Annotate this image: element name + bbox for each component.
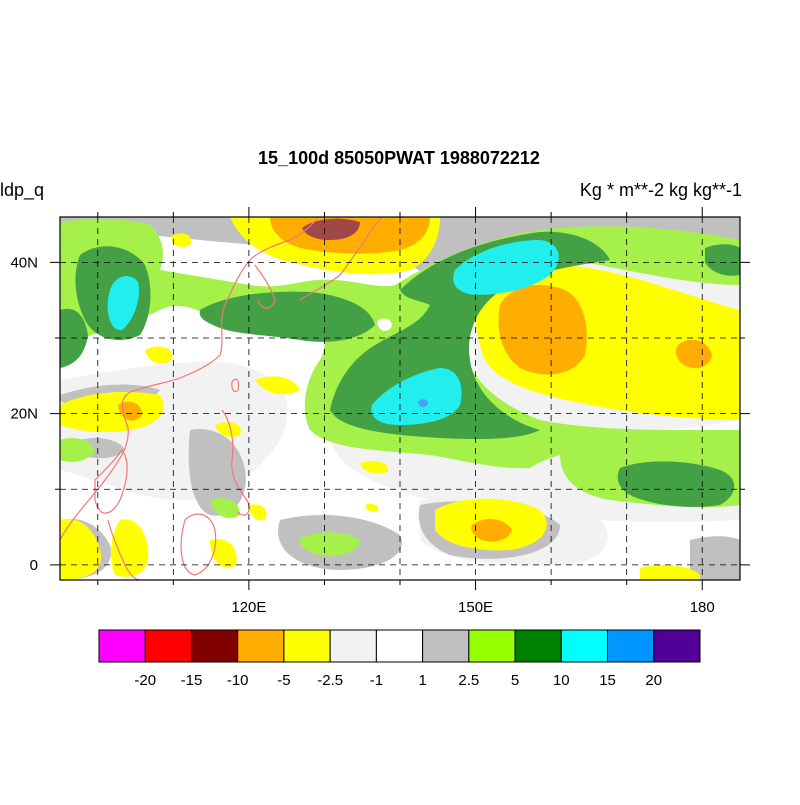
colorbar-label: -20 (134, 672, 156, 689)
yellow-region (360, 460, 389, 474)
yellow-region (110, 519, 149, 577)
axis-labels: 120E 150E 180 40N 20N 0 (10, 254, 714, 616)
lon-tick-label: 120E (231, 599, 266, 616)
colorbar-swatch (560, 629, 609, 663)
grey-region (188, 429, 246, 516)
cyan-region (371, 368, 462, 425)
lon-tick-label: 180 (690, 599, 715, 616)
colorbar-swatch (607, 629, 655, 663)
colorbar-swatch (468, 629, 516, 663)
yellow-region (215, 422, 241, 437)
coastlines (60, 217, 383, 580)
lightgreen-region (299, 532, 360, 556)
yellow-region (210, 539, 237, 568)
colorbar-label: -15 (181, 672, 203, 689)
coastline-malaya (107, 519, 141, 580)
coastline-korea (254, 264, 276, 309)
colorbar-swatch (144, 629, 192, 663)
yellow-region (365, 503, 379, 512)
lightgreen-region (210, 498, 240, 519)
colorbar-swatch (283, 629, 331, 663)
colorbar-swatch (514, 629, 562, 663)
yellow-region (640, 564, 700, 580)
coastline-philippines (221, 409, 250, 516)
coastline-japan (299, 217, 383, 301)
cyan-region (453, 240, 559, 295)
colorbar-label: 15 (599, 672, 616, 689)
coastline-asia-mainland (60, 217, 319, 541)
axis-ticks (50, 207, 750, 590)
colorbar-swatch (422, 629, 470, 663)
orange-region (675, 339, 712, 369)
cyan-region (107, 276, 140, 331)
colorbar-swatch (375, 629, 424, 663)
graticule-grid (60, 217, 740, 580)
colorbar-label: 5 (511, 672, 519, 689)
yellow-region (60, 392, 164, 433)
colorbar-label: -10 (227, 672, 249, 689)
plot-title: 15_100d 85050PWAT 1988072212 (258, 148, 540, 168)
map-frame (59, 216, 741, 581)
blue-region (418, 399, 428, 408)
yellow-region (249, 504, 267, 521)
yellow-region (255, 376, 300, 395)
colorbar-swatch (98, 629, 146, 663)
colorbar-label: 2.5 (458, 672, 479, 689)
colorbar-swatch (237, 629, 285, 663)
white-region (377, 318, 392, 331)
lon-tick-label: 150E (458, 599, 493, 616)
lat-tick-label: 20N (10, 406, 38, 423)
lat-tick-label: 0 (30, 557, 38, 574)
yellow-region (171, 233, 192, 247)
darkgreen-region (705, 244, 740, 276)
coastline-taiwan (231, 378, 240, 393)
orange-region (498, 285, 587, 375)
darkgreen-region (617, 461, 735, 507)
orange-region (471, 518, 512, 542)
colorbar-swatch (653, 629, 701, 663)
yellow-region (145, 346, 173, 364)
units-label: Kg * m**-2 kg kg**-1 (580, 180, 742, 200)
map-panel: 120E 150E 180 40N 20N 0 (10, 207, 750, 616)
colorbar-swatch (329, 629, 377, 663)
darkgreen-region (199, 291, 375, 342)
darkred-region (302, 218, 360, 240)
variable-label: ldp_q (0, 180, 44, 201)
colorbar-label: 10 (553, 672, 570, 689)
colorbar-swatch (190, 629, 239, 663)
lat-tick-label: 40N (10, 254, 38, 271)
colorbar-label: 1 (418, 672, 426, 689)
colorbar-label: -2.5 (317, 672, 343, 689)
coastline-indochina (94, 448, 128, 514)
coastline-borneo (180, 513, 217, 576)
colorbar-label: -5 (277, 672, 290, 689)
lightgreen-region (60, 438, 95, 462)
colorbar-label: -1 (370, 672, 383, 689)
colorbar: -20 -15 -10 -5 -2.5 -1 1 2.5 5 10 15 20 (98, 629, 701, 689)
yellow-region (60, 519, 101, 580)
colorbar-label: 20 (645, 672, 662, 689)
